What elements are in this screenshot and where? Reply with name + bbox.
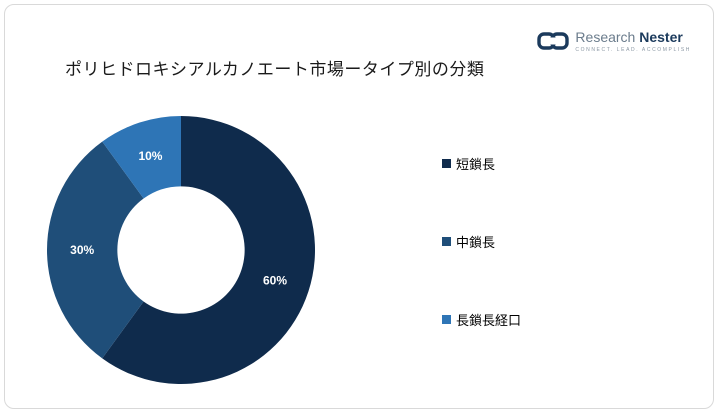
research-nester-logo: Research Nester Connect. Lead. Accomplis… [537,29,691,53]
legend: 短鎖長中鎖長長鎖長経口 [442,155,522,328]
legend-label: 中鎖長 [456,234,496,250]
donut-slice-1 [102,116,315,384]
legend-label: 長鎖長経口 [456,312,522,328]
legend-marker [442,158,451,168]
legend-item-2: 中鎖長 [442,233,521,250]
legend-marker [442,236,451,246]
slice-label: 30% [70,243,94,257]
legend-item-1: 短鎖長 [442,155,521,172]
slice-label: 60% [263,274,287,288]
chart-title: ポリヒドロキシアルカノエート市場ータイプ別の分類 [65,60,485,79]
donut-slice-2 [47,141,144,359]
donut-chart: 60% 30% 10% [47,116,315,384]
legend-marker [442,314,451,324]
brand-tagline: Connect. Lead. Accomplish [575,47,691,53]
research-nester-logo-icon [537,32,570,50]
legend-item-3: 長鎖長経口 [442,311,522,328]
donut-slice-3 [102,116,181,199]
brand-nester: Nester [639,29,683,45]
logo-text: Research Nester Connect. Lead. Accomplis… [575,29,691,53]
brand-name: Research Nester [575,29,691,45]
slice-label: 10% [138,149,162,163]
brand-research: Research [575,29,636,45]
legend-label: 短鎖長 [456,156,496,172]
report-card: ポリヒドロキシアルカノエート市場ータイプ別の分類 Research Nester… [4,4,714,409]
